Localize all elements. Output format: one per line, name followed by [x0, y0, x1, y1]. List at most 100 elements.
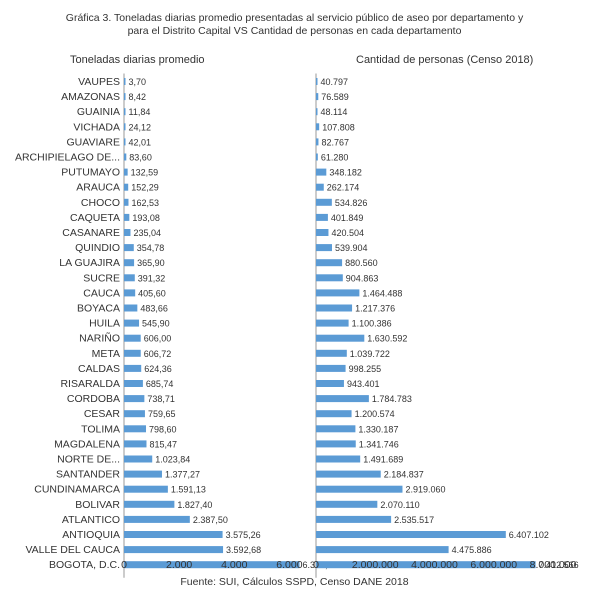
pop-data-label: 1.039.722 — [350, 349, 390, 359]
pop-bar — [316, 364, 346, 372]
category-label: GUAINIA — [77, 106, 120, 118]
tons-data-label: 24,12 — [129, 122, 152, 132]
pop-bar — [316, 108, 318, 116]
tons-bar — [124, 470, 162, 478]
tons-data-label: 815,47 — [149, 439, 177, 449]
pop-data-label: 2.070.110 — [380, 500, 419, 510]
pop-bar — [316, 515, 392, 523]
category-label: BOLIVAR — [75, 499, 120, 511]
pop-data-label: 1.464.488 — [362, 288, 402, 298]
tons-data-label: 152,29 — [131, 183, 159, 193]
pop-bar — [316, 395, 369, 403]
pop-data-label: 82.767 — [321, 137, 349, 147]
pop-x-tick-label: 4.000.000 — [411, 559, 458, 571]
pop-data-label: 1.491.689 — [363, 455, 403, 465]
tons-data-label: 798,60 — [149, 424, 177, 434]
category-label: NORTE DE... — [57, 454, 120, 466]
tons-x-tick-label: 4.000 — [221, 559, 247, 571]
pop-data-label: 1.217.376 — [355, 304, 395, 314]
pop-bar — [316, 153, 318, 161]
category-label: ARCHIPIELAGO DE... — [15, 152, 120, 164]
category-label: ANTIOQUIA — [62, 529, 120, 541]
category-label: CORDOBA — [67, 393, 120, 405]
pop-data-label: 48.114 — [321, 107, 348, 117]
pop-data-label: 904.863 — [346, 273, 379, 283]
tons-bar — [124, 213, 130, 221]
pop-bar — [316, 183, 324, 191]
tons-bar — [124, 304, 138, 312]
tons-data-label: 685,74 — [146, 379, 174, 389]
pop-bar — [316, 531, 506, 538]
pop-data-label: 107.808 — [322, 122, 355, 132]
pop-data-label: 348.182 — [329, 168, 362, 178]
tons-bar — [124, 229, 131, 236]
category-label: ARAUCA — [76, 182, 120, 194]
tons-bar — [124, 485, 168, 493]
pop-bar — [316, 440, 356, 448]
category-label: SUCRE — [83, 272, 120, 284]
pop-data-label: 539.904 — [335, 243, 368, 253]
tons-bar — [124, 244, 134, 252]
tons-bar — [124, 319, 140, 327]
tons-bar — [124, 349, 141, 357]
tons-bar — [124, 531, 223, 538]
pop-data-label: 420.504 — [331, 228, 364, 238]
tons-bar — [124, 259, 135, 267]
tons-x-tick-label: 2.000 — [166, 559, 192, 571]
pop-bar — [316, 425, 356, 433]
category-label: META — [92, 348, 120, 360]
tons-data-label: 8,42 — [129, 92, 147, 102]
pop-data-label: 1.341.746 — [359, 439, 399, 449]
category-label: ATLANTICO — [62, 514, 120, 526]
tons-data-label: 83,60 — [129, 153, 152, 163]
left-chart-title: Toneladas diarias promedio — [70, 54, 205, 66]
tons-data-label: 1.591,13 — [171, 485, 206, 495]
category-label: RISARALDA — [60, 378, 120, 390]
pop-bar — [316, 485, 403, 493]
tons-data-label: 11,84 — [129, 107, 151, 117]
tons-data-label: 1.377,27 — [165, 470, 200, 480]
tons-data-label: 391,32 — [138, 273, 166, 283]
pop-data-label: 534.826 — [335, 198, 368, 208]
tons-bar — [124, 274, 135, 282]
chart-title-line-1: Gráfica 3. Toneladas diarias promedio pr… — [65, 12, 524, 24]
tons-bar — [124, 183, 129, 191]
pop-bar — [316, 213, 328, 221]
category-label: NARIÑO — [79, 332, 120, 345]
pop-data-label: 1.630.592 — [367, 334, 407, 344]
pop-data-label: 262.174 — [327, 183, 360, 193]
tons-bar — [124, 289, 136, 297]
pop-data-label: 76.589 — [321, 92, 349, 102]
pop-bar — [316, 198, 332, 206]
right-chart-title: Cantidad de personas (Censo 2018) — [356, 54, 534, 66]
tons-bar — [124, 168, 128, 176]
category-label: VICHADA — [73, 121, 120, 133]
tons-bar — [124, 138, 126, 146]
tons-data-label: 42,01 — [129, 137, 152, 147]
pop-bar — [316, 410, 352, 418]
pop-data-label: 1.784.783 — [372, 394, 412, 404]
tons-bar — [124, 561, 300, 569]
tons-data-label: 193,08 — [132, 213, 160, 223]
tons-bar — [124, 440, 147, 448]
pop-bar — [316, 304, 353, 312]
pop-data-label: 401.849 — [331, 213, 364, 223]
category-label: VAUPES — [78, 76, 120, 88]
category-label: PUTUMAYO — [61, 167, 120, 179]
tons-data-label: 545,90 — [142, 319, 170, 329]
tons-data-label: 235,04 — [133, 228, 161, 238]
category-label: SANTANDER — [56, 469, 120, 481]
category-label: CUNDINAMARCA — [34, 484, 120, 496]
chart-title: Gráfica 3. Toneladas diarias promedio pr… — [0, 12, 589, 38]
pop-x-tick-label: 8.000.000 — [530, 559, 577, 571]
tons-bar — [124, 334, 141, 342]
pop-bar — [316, 93, 319, 101]
tons-bar — [124, 515, 190, 523]
tons-data-label: 132,59 — [131, 168, 159, 178]
pop-data-label: 7.412.566 — [539, 560, 579, 570]
tons-data-label: 354,78 — [137, 243, 165, 253]
tons-bar — [124, 78, 126, 85]
tons-data-label: 405,60 — [138, 288, 166, 298]
pop-data-label: 61.280 — [321, 153, 349, 163]
